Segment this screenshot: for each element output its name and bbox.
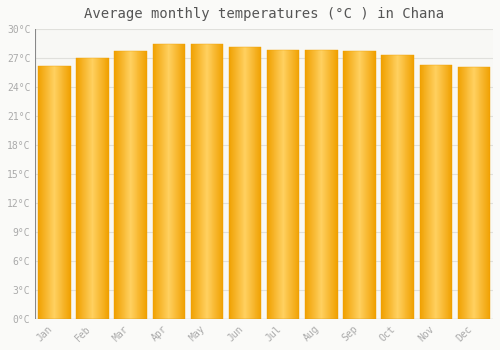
Bar (229, 47, 262, 318)
Bar (305, 50, 338, 318)
Bar (344, 51, 376, 318)
Bar (76, 58, 108, 318)
Bar (114, 51, 147, 318)
Bar (152, 43, 185, 318)
Bar (190, 43, 223, 318)
Title: Average monthly temperatures (°C ) in Chana: Average monthly temperatures (°C ) in Ch… (84, 7, 444, 21)
Bar (458, 67, 490, 318)
Bar (38, 66, 70, 318)
Bar (420, 65, 452, 318)
Bar (267, 50, 300, 318)
Bar (382, 55, 414, 318)
